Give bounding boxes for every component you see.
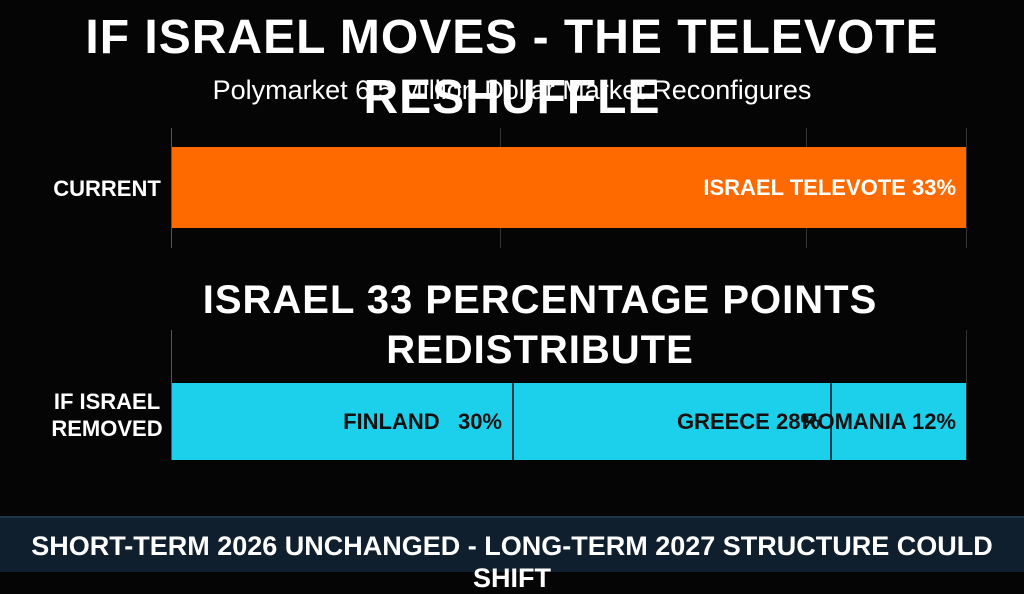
redistribute-heading: ISRAEL 33 PERCENTAGE POINTS REDISTRIBUTE	[202, 278, 878, 372]
page-subtitle: Polymarket 6.5 Million Dollar Market Rec…	[212, 75, 812, 105]
grid-line	[966, 330, 967, 460]
footer-text: SHORT-TERM 2026 UNCHANGED - LONG-TERM 20…	[31, 531, 993, 593]
row-label-removed: IF ISRAEL REMOVED	[51, 389, 163, 441]
footer-banner: SHORT-TERM 2026 UNCHANGED - LONG-TERM 20…	[0, 516, 1024, 593]
bar-finland	[172, 383, 512, 460]
y-axis-line-top	[171, 128, 172, 248]
bar-label-greece: GREECE 28%	[676, 409, 820, 434]
bar-romania	[830, 383, 966, 460]
bar-israel	[172, 147, 966, 228]
page-title: IF ISRAEL MOVES - THE TELEVOTE RESHUFFLE	[85, 11, 939, 124]
bar-label-finland: FINLAND 30%	[343, 409, 502, 434]
row-label-current: CURRENT	[53, 176, 161, 201]
bar-label-israel: ISRAEL TELEVOTE 33%	[703, 175, 956, 200]
bar-greece	[512, 383, 830, 460]
y-axis-line-bottom	[171, 330, 172, 460]
bar-label-romania: ROMANIA 12%	[801, 409, 956, 434]
grid-line	[966, 128, 967, 248]
